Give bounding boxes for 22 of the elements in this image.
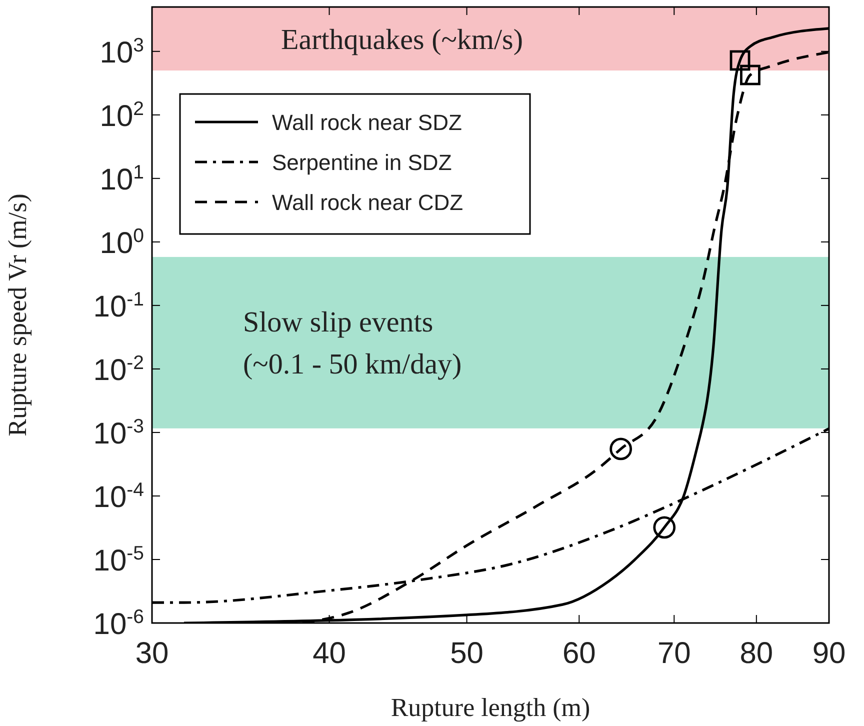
y-tick-label: 10$^{-2}$ [93, 352, 144, 387]
x-tick-label: 40 [312, 637, 346, 670]
band-label: Earthquakes (~km/s) [281, 24, 523, 56]
y-tick-label: 10$^{2}$ [100, 98, 144, 133]
y-axis-title: Rupture speed Vr (m/s) [3, 194, 32, 436]
y-tick-label: 10$^{0}$ [100, 224, 144, 260]
x-tick-label: 50 [450, 637, 484, 670]
y-tick-label: 10$^{-1}$ [93, 288, 144, 324]
y-tick-label: 10$^{-4}$ [93, 478, 144, 514]
band-label: Slow slip events (~0.1 - 50 km/day) [243, 306, 462, 381]
y-tick-label: 10$^{1}$ [100, 161, 144, 196]
y-tick-label: 10$^{-3}$ [93, 415, 144, 450]
y-tick-label: 10$^{-5}$ [93, 542, 144, 578]
legend-label: Wall rock near CDZ [272, 190, 464, 215]
legend-label: Wall rock near SDZ [272, 110, 462, 135]
x-tick-label: 90 [812, 637, 846, 670]
x-tick-label: 70 [657, 637, 691, 670]
x-axis-title: Rupture length (m) [390, 693, 590, 722]
x-tick-label: 60 [562, 637, 596, 670]
legend-label: Serpentine in SDZ [272, 150, 452, 175]
y-tick-label: 10$^{3}$ [100, 34, 144, 70]
x-tick-label: 80 [740, 637, 774, 670]
